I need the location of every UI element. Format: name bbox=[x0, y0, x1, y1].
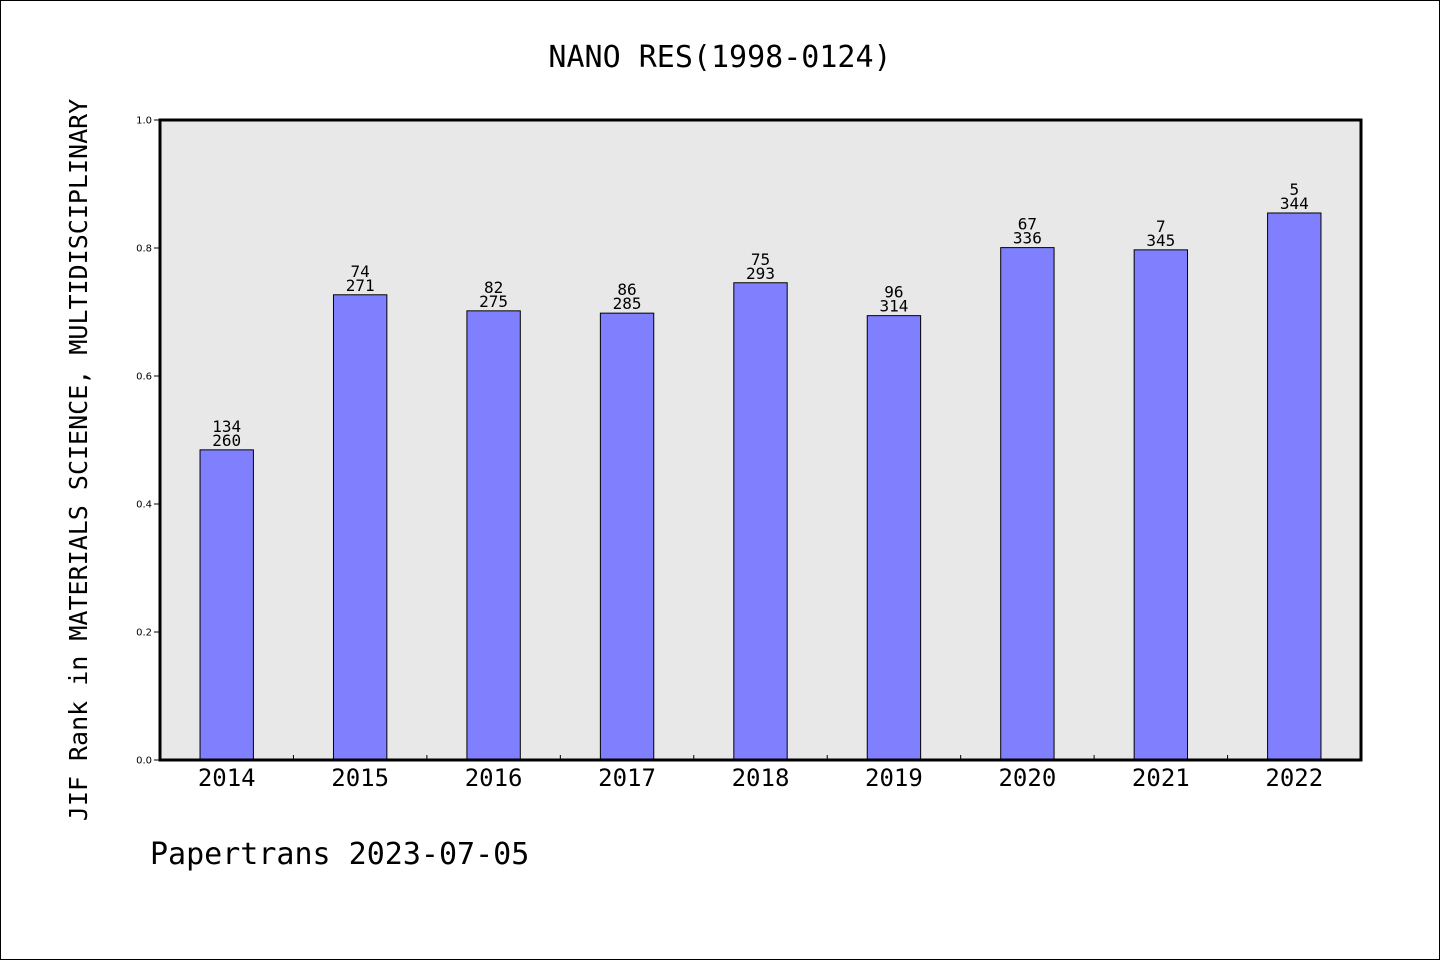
data-label-rank-2015: 74 bbox=[351, 262, 370, 281]
x-tick-label-2022: 2022 bbox=[1265, 764, 1323, 792]
x-tick-label-2018: 2018 bbox=[732, 764, 790, 792]
data-label-rank-2019: 96 bbox=[884, 283, 903, 302]
bar-2020 bbox=[1000, 247, 1055, 761]
x-tick-label-2014: 2014 bbox=[198, 764, 256, 792]
y-tick-label-1.0: 1.0 bbox=[136, 116, 152, 127]
data-label-total-2018: 293 bbox=[746, 264, 775, 283]
data-label-rank-2022: 5 bbox=[1289, 180, 1299, 199]
data-label-total-2022: 344 bbox=[1280, 194, 1309, 213]
bar-2018 bbox=[733, 282, 788, 761]
data-label-total-2019: 314 bbox=[879, 297, 908, 316]
x-tick-label-2021: 2021 bbox=[1132, 764, 1190, 792]
x-tick-label-2016: 2016 bbox=[465, 764, 523, 792]
bar-2016 bbox=[466, 310, 521, 761]
data-label-rank-2016: 82 bbox=[484, 278, 503, 297]
ticks-group: 2014 2015 2016 2017 2018 2019 2020 2021 2022 0.0 0… bbox=[136, 116, 1323, 793]
bar-2021 bbox=[1133, 249, 1189, 761]
data-label-rank-2020: 67 bbox=[1018, 215, 1037, 234]
bar-2019 bbox=[866, 315, 922, 761]
y-tick-label-0.2: 0.2 bbox=[136, 628, 152, 639]
bar-2022 bbox=[1267, 212, 1322, 761]
x-tick-label-2019: 2019 bbox=[865, 764, 923, 792]
data-label-total-2017: 285 bbox=[613, 294, 642, 313]
data-label-total-2015: 271 bbox=[346, 276, 375, 295]
y-tick-label-0.0: 0.0 bbox=[136, 756, 152, 767]
chart-title: NANO RES(1998-0124) bbox=[548, 40, 891, 75]
bar-2015 bbox=[332, 294, 388, 761]
y-tick-label-0.4: 0.4 bbox=[136, 500, 152, 511]
data-label-rank-2018: 75 bbox=[751, 250, 770, 269]
y-tick-label-0.6: 0.6 bbox=[136, 372, 152, 383]
data-label-rank-2021: 7 bbox=[1156, 217, 1166, 236]
data-label-total-2021: 345 bbox=[1146, 231, 1175, 250]
y-axis-label: JIF Rank in MATERIALS SCIENCE, MULTIDISC… bbox=[64, 99, 93, 821]
data-label-total-2016: 275 bbox=[479, 292, 508, 311]
data-label-rank-2014: 134 bbox=[212, 417, 241, 436]
bar-2014 bbox=[199, 449, 254, 761]
y-tick-label-0.8: 0.8 bbox=[136, 244, 152, 255]
x-tick-label-2020: 2020 bbox=[998, 764, 1056, 792]
plot-border bbox=[158, 118, 1363, 762]
data-label-total-2014: 260 bbox=[212, 431, 241, 450]
x-tick-label-2015: 2015 bbox=[331, 764, 389, 792]
x-tick-label-2017: 2017 bbox=[598, 764, 656, 792]
data-label-rank-2017: 86 bbox=[617, 280, 636, 299]
data-label-total-2020: 336 bbox=[1013, 229, 1042, 248]
bar-2017 bbox=[599, 312, 655, 761]
footer-credit: Papertrans 2023-07-05 bbox=[150, 837, 529, 872]
